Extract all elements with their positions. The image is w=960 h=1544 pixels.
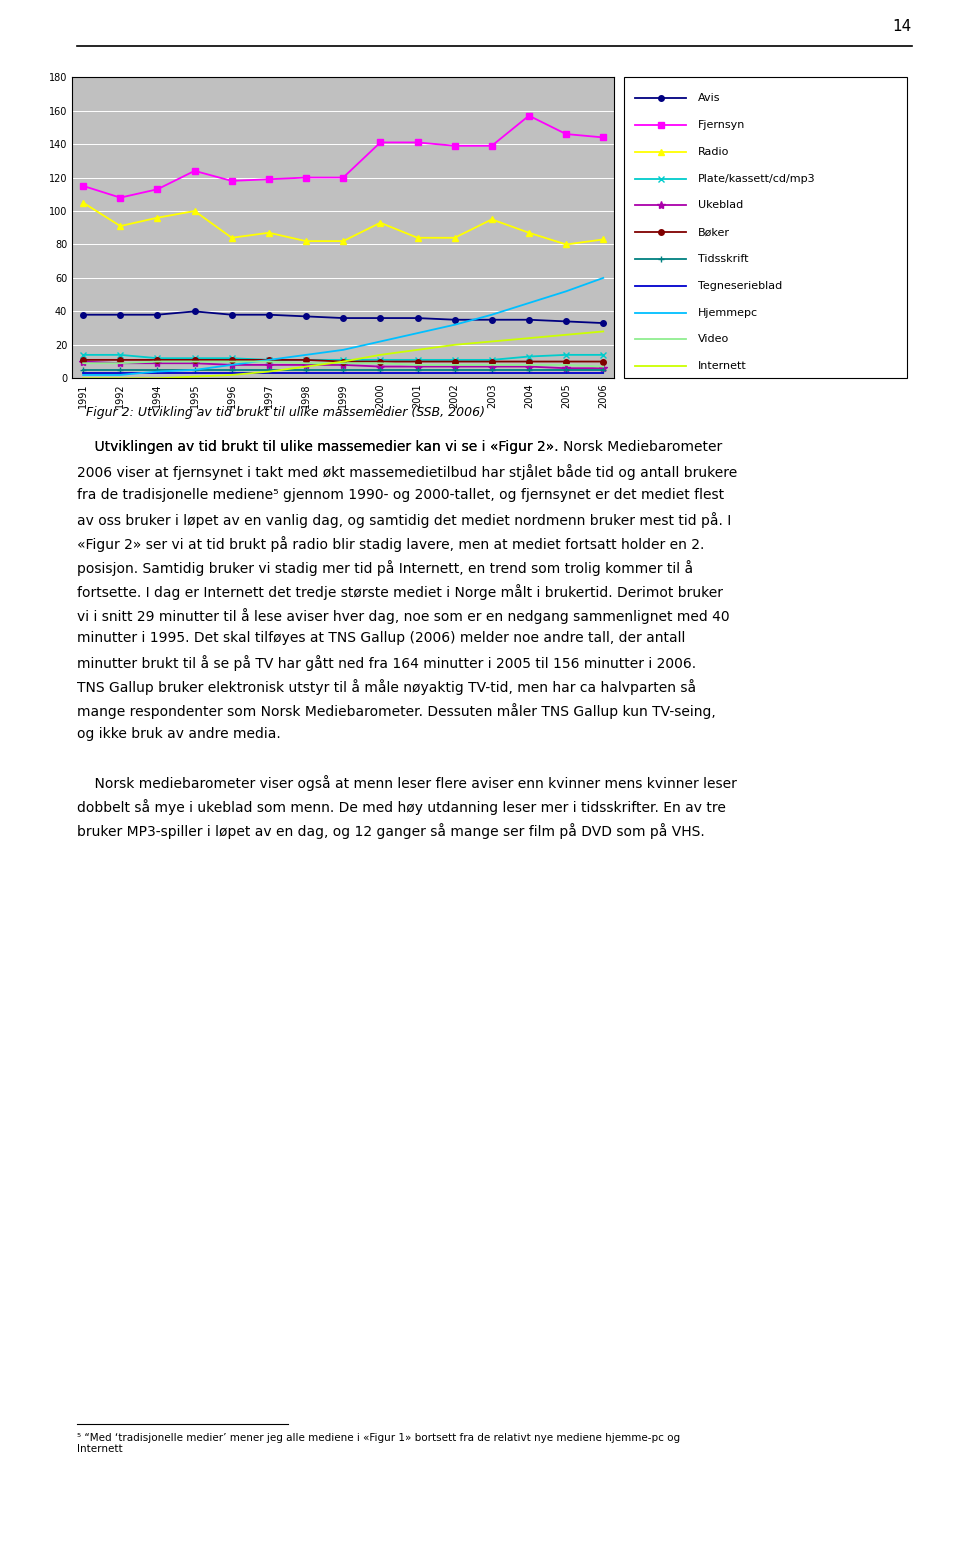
Text: Ukeblad: Ukeblad (698, 201, 743, 210)
Text: Hjemmepc: Hjemmepc (698, 307, 757, 318)
Text: Tidsskrift: Tidsskrift (698, 255, 748, 264)
Text: bruker MP3-spiller i løpet av en dag, og 12 ganger så mange ser film på DVD som : bruker MP3-spiller i løpet av en dag, og… (77, 823, 705, 838)
Text: Fjernsyn: Fjernsyn (698, 120, 745, 130)
Text: posisjon. Samtidig bruker vi stadig mer tid på Internett, en trend som trolig ko: posisjon. Samtidig bruker vi stadig mer … (77, 559, 693, 576)
Text: TNS Gallup bruker elektronisk utstyr til å måle nøyaktig TV-tid, men har ca halv: TNS Gallup bruker elektronisk utstyr til… (77, 679, 696, 695)
Text: Internett: Internett (698, 361, 746, 371)
Text: Plate/kassett/cd/mp3: Plate/kassett/cd/mp3 (698, 173, 815, 184)
Text: Utviklingen av tid brukt til ulike massemedier kan vi se i «Figur 2». Norsk Medi: Utviklingen av tid brukt til ulike masse… (77, 440, 722, 454)
Text: og ikke bruk av andre media.: og ikke bruk av andre media. (77, 727, 280, 741)
Text: «Figur 2» ser vi at tid brukt på radio blir stadig lavere, men at mediet fortsat: «Figur 2» ser vi at tid brukt på radio b… (77, 536, 705, 551)
Text: Tegneserieblad: Tegneserieblad (698, 281, 781, 290)
Text: fra de tradisjonelle mediene⁵ gjennom 1990- og 2000-tallet, og fjernsynet er det: fra de tradisjonelle mediene⁵ gjennom 19… (77, 488, 724, 502)
Text: dobbelt så mye i ukeblad som menn. De med høy utdanning leser mer i tidsskrifter: dobbelt så mye i ukeblad som menn. De me… (77, 798, 726, 815)
Text: Bøker: Bøker (698, 227, 730, 238)
Text: 14: 14 (893, 19, 912, 34)
Text: mange respondenter som Norsk Mediebarometer. Dessuten måler TNS Gallup kun TV-se: mange respondenter som Norsk Mediebarome… (77, 703, 715, 720)
Text: Radio: Radio (698, 147, 729, 157)
Text: Avis: Avis (698, 93, 720, 103)
Text: Utviklingen av tid brukt til ulike massemedier kan vi se i «Figur 2».: Utviklingen av tid brukt til ulike masse… (77, 440, 559, 454)
Text: ⁵ “Med ‘tradisjonelle medier’ mener jeg alle mediene i «Figur 1» bortsett fra de: ⁵ “Med ‘tradisjonelle medier’ mener jeg … (77, 1433, 680, 1454)
Text: Video: Video (698, 335, 729, 344)
Text: minutter brukt til å se på TV har gått ned fra 164 minutter i 2005 til 156 minut: minutter brukt til å se på TV har gått n… (77, 655, 696, 672)
Text: Norsk mediebarometer viser også at menn leser flere aviser enn kvinner mens kvin: Norsk mediebarometer viser også at menn … (77, 775, 736, 791)
Text: Figur 2: Utvikling av tid brukt til ulike massemedier (SSB, 2006): Figur 2: Utvikling av tid brukt til ulik… (86, 406, 486, 418)
Text: minutter i 1995. Det skal tilføyes at TNS Gallup (2006) melder noe andre tall, d: minutter i 1995. Det skal tilføyes at TN… (77, 631, 685, 645)
Text: vi i snitt 29 minutter til å lese aviser hver dag, noe som er en nedgang sammenl: vi i snitt 29 minutter til å lese aviser… (77, 607, 730, 624)
Text: 2006 viser at fjernsynet i takt med økt massemedietilbud har stjålet både tid og: 2006 viser at fjernsynet i takt med økt … (77, 463, 737, 480)
Text: av oss bruker i løpet av en vanlig dag, og samtidig det mediet nordmenn bruker m: av oss bruker i løpet av en vanlig dag, … (77, 511, 732, 528)
Text: fortsette. I dag er Internett det tredje største mediet i Norge målt i brukertid: fortsette. I dag er Internett det tredje… (77, 584, 723, 599)
